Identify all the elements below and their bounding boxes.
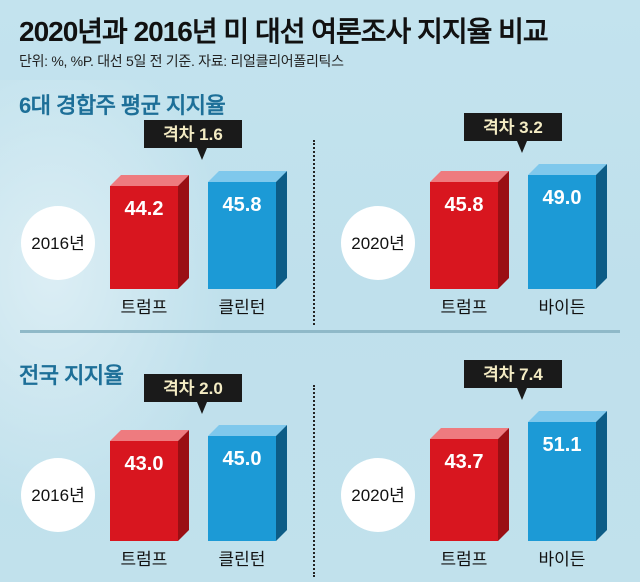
bar-side-opponent <box>596 164 607 289</box>
bar-front-trump <box>110 441 178 541</box>
year-circle <box>21 206 95 280</box>
value-label: 43.0 <box>125 453 164 475</box>
year-label: 2016년 <box>31 234 84 253</box>
gap-label: 격차 3.2 <box>483 118 543 137</box>
category-label: 트럼프 <box>121 298 168 317</box>
category-label: 클린턴 <box>219 550 266 569</box>
bar-side-trump <box>178 175 189 289</box>
value-label: 44.2 <box>125 198 164 220</box>
bar-top-opponent <box>528 164 607 175</box>
section-title-swing-states: 6대 경합주 평균 지지율 <box>19 93 226 118</box>
gap-box <box>144 374 242 402</box>
bar-front-trump <box>430 439 498 541</box>
year-circle <box>21 458 95 532</box>
gap-pointer <box>197 402 207 414</box>
value-label: 45.8 <box>223 194 262 216</box>
value-label: 45.8 <box>445 194 484 216</box>
year-label: 2020년 <box>351 234 404 253</box>
bar-front-opponent <box>528 175 596 289</box>
year-circle <box>341 206 415 280</box>
section-divider <box>20 330 620 333</box>
bar-top-trump <box>430 428 509 439</box>
gap-box <box>464 360 562 388</box>
gap-label: 격차 2.0 <box>163 379 223 398</box>
bar-front-trump <box>430 182 498 289</box>
category-label: 트럼프 <box>441 550 488 569</box>
value-label: 49.0 <box>543 187 582 209</box>
gap-box <box>464 113 562 141</box>
gap-label: 격차 7.4 <box>483 365 543 384</box>
bar-top-trump <box>430 171 509 182</box>
category-label: 클린턴 <box>219 298 266 317</box>
category-label: 트럼프 <box>121 550 168 569</box>
bar-side-trump <box>498 171 509 289</box>
chart-panel-3: 2016년 43.0 트럼프 45.0 클린턴 격차 2.0 <box>21 374 287 569</box>
bar-front-opponent <box>208 182 276 289</box>
category-label: 바이든 <box>539 298 586 317</box>
bar-top-opponent <box>208 425 287 436</box>
panel-divider-bottom <box>313 385 315 577</box>
bar-front-opponent <box>528 422 596 541</box>
category-label: 트럼프 <box>441 298 488 317</box>
gap-pointer <box>197 148 207 160</box>
year-label: 2020년 <box>351 486 404 505</box>
gap-pointer <box>517 388 527 400</box>
category-label: 바이든 <box>539 550 586 569</box>
page-subtitle: 단위: %, %P. 대선 5일 전 기준. 자료: 리얼클리어폴리틱스 <box>19 53 344 69</box>
gap-box <box>144 120 242 148</box>
page-title: 2020년과 2016년 미 대선 여론조사 지지율 비교 <box>19 16 549 47</box>
year-circle <box>341 458 415 532</box>
bar-side-opponent <box>596 411 607 541</box>
gap-pointer <box>517 141 527 153</box>
chart-panel-1: 2016년 44.2 트럼프 45.8 클린턴 격차 1.6 <box>21 120 287 317</box>
bar-side-trump <box>178 430 189 541</box>
chart-panel-4: 2020년 43.7 트럼프 51.1 바이든 격차 7.4 <box>341 360 607 569</box>
panel-divider-top <box>313 140 315 325</box>
bar-side-trump <box>498 428 509 541</box>
bar-top-opponent <box>528 411 607 422</box>
chart-panel-2: 2020년 45.8 트럼프 49.0 바이든 격차 3.2 <box>341 113 607 317</box>
bar-front-opponent <box>208 436 276 541</box>
year-label: 2016년 <box>31 486 84 505</box>
bar-top-trump <box>110 175 189 186</box>
section-title-national: 전국 지지율 <box>19 363 124 388</box>
bar-side-opponent <box>276 171 287 289</box>
value-label: 43.7 <box>445 451 484 473</box>
bar-top-trump <box>110 430 189 441</box>
bar-front-trump <box>110 186 178 289</box>
bar-top-opponent <box>208 171 287 182</box>
gap-label: 격차 1.6 <box>163 125 223 144</box>
value-label: 45.0 <box>223 448 262 470</box>
value-label: 51.1 <box>543 434 582 456</box>
bar-side-opponent <box>276 425 287 541</box>
